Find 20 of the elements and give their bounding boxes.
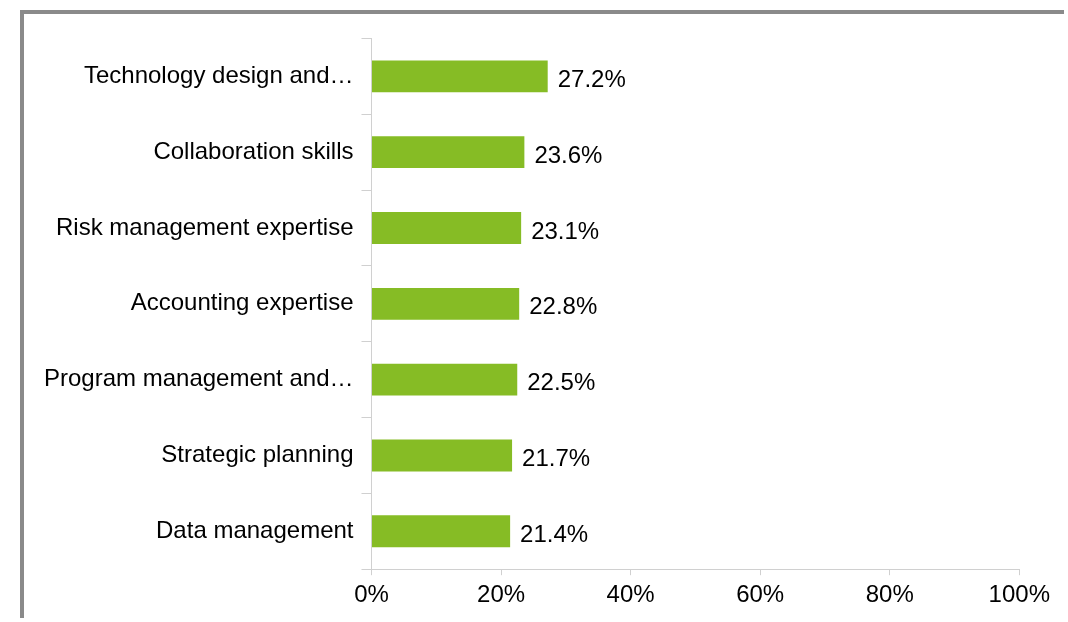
x-tick-label: 20% <box>477 580 526 608</box>
x-tick-label: 60% <box>736 580 785 608</box>
y-tick-label: Risk management expertise <box>56 212 354 240</box>
x-tick-label: 0% <box>354 580 389 608</box>
data-label: 23.6% <box>534 140 603 168</box>
y-tick-label: Data management <box>156 515 354 543</box>
x-tick-label: 80% <box>865 580 914 608</box>
y-tick-label: Program management and… <box>43 364 354 392</box>
x-tick-label: 40% <box>606 580 655 608</box>
data-label: 21.4% <box>520 519 589 547</box>
data-label: 23.1% <box>531 216 600 244</box>
y-tick-label: Accounting expertise <box>130 288 354 316</box>
x-tick-label: 100% <box>988 580 1050 608</box>
data-label: 22.5% <box>527 368 596 396</box>
data-label: 22.8% <box>529 292 598 320</box>
y-tick-label: Strategic planning <box>161 440 354 468</box>
y-tick-label: Collaboration skills <box>153 136 354 164</box>
data-label: 21.7% <box>522 444 591 472</box>
y-tick-label: Technology design and… <box>83 60 354 88</box>
data-label: 27.2% <box>557 64 626 92</box>
